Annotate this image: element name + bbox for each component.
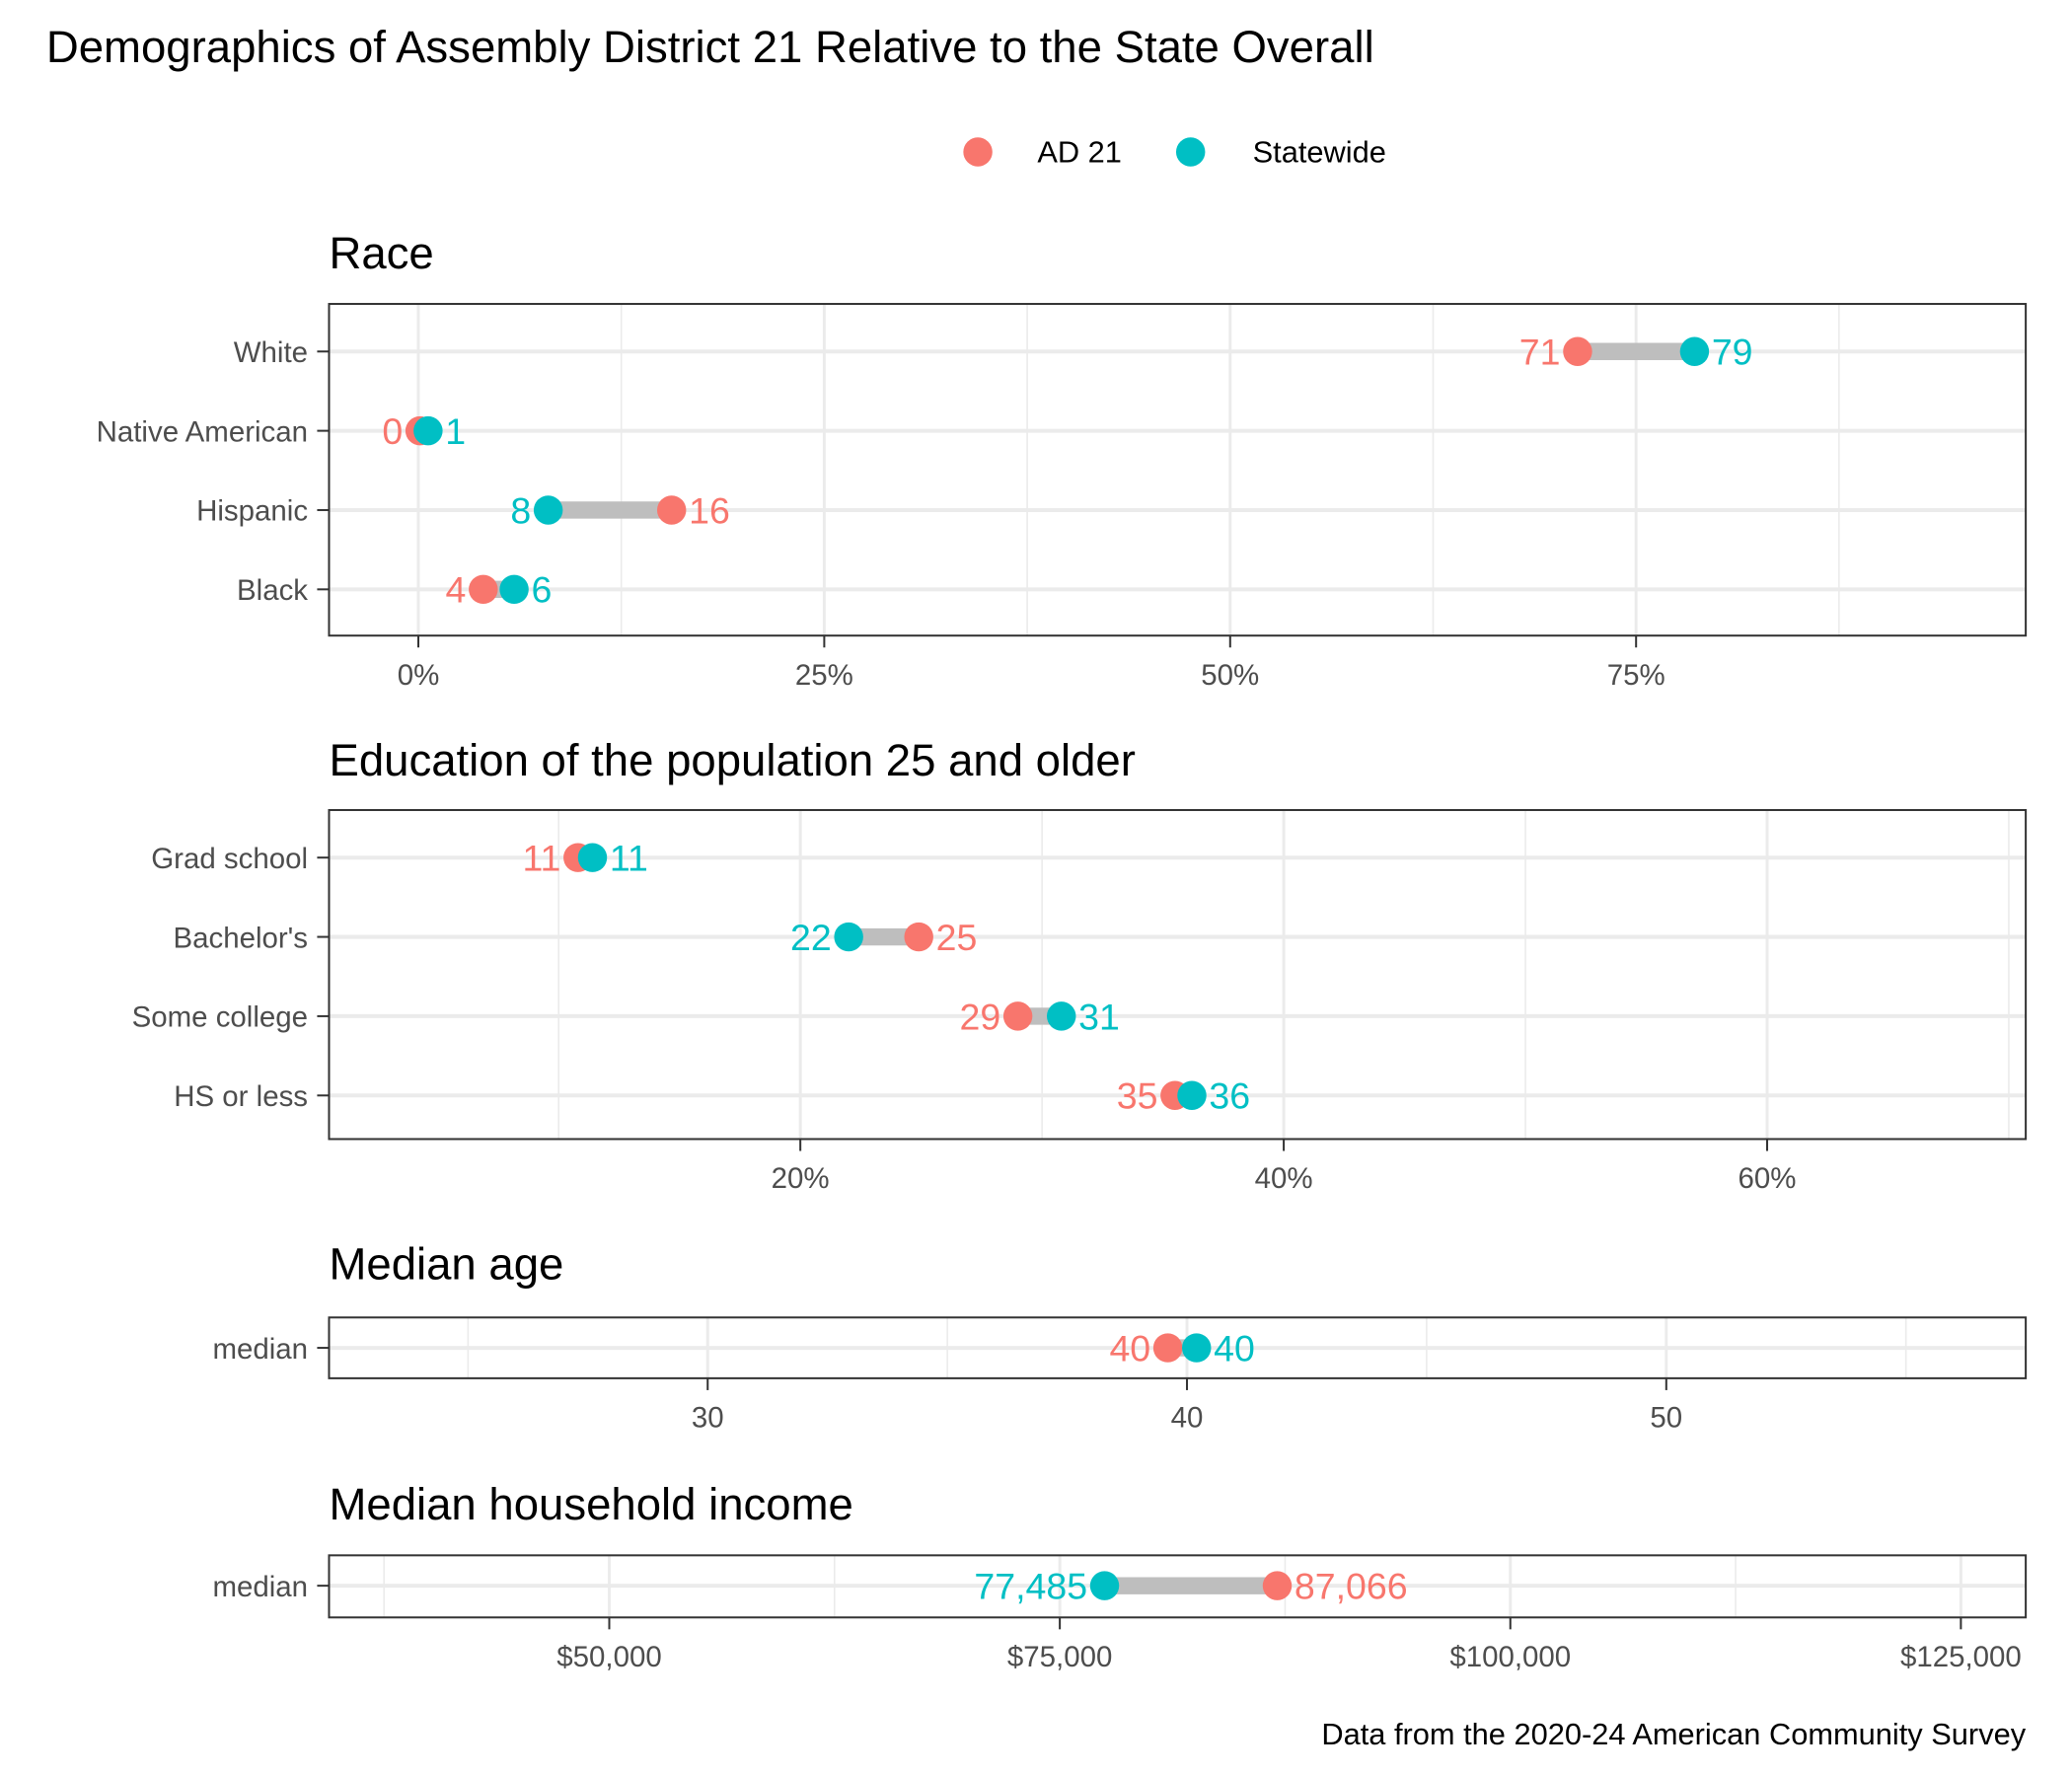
point-statewide: [834, 922, 863, 952]
panel-title: Education of the population 25 and older: [329, 735, 1135, 785]
x-tick-label: 0%: [398, 659, 440, 692]
panel-border: [328, 1554, 2028, 1619]
legend-dot-ad21: [963, 137, 993, 167]
x-tick-label: 30: [692, 1401, 724, 1434]
panel-border: [328, 808, 2028, 1141]
panel-title: Median household income: [329, 1479, 852, 1529]
value-label-statewide: 79: [1712, 332, 1753, 373]
value-label-ad21: 35: [1117, 1075, 1158, 1117]
point-statewide: [499, 574, 529, 605]
row-white: White 71 79: [234, 332, 1753, 373]
legend-label-statewide: Statewide: [1253, 135, 1386, 170]
value-label-statewide: 6: [531, 569, 552, 611]
x-tick-label: $75,000: [1007, 1641, 1112, 1673]
row-median: median 87,066 77,485: [212, 1566, 1407, 1607]
row-some-college: Some college 29 31: [132, 996, 1120, 1037]
row-median: median 40 40: [212, 1327, 1254, 1369]
value-label-ad21: 0: [382, 410, 403, 452]
point-ad21: [1002, 1001, 1033, 1031]
panel-border: [328, 1316, 2028, 1379]
point-statewide: [1046, 1001, 1076, 1031]
panel-title: Race: [329, 228, 433, 278]
panel-1: Education of the population 25 and older…: [132, 735, 2028, 1195]
value-label-ad21: 11: [522, 838, 560, 879]
point-ad21: [1563, 336, 1592, 366]
point-statewide: [577, 843, 608, 872]
x-tick-label: $100,000: [1449, 1641, 1571, 1673]
y-tick-label: White: [234, 336, 308, 369]
legend-label-ad21: AD 21: [1037, 135, 1122, 170]
point-statewide: [413, 415, 443, 446]
value-label-ad21: 16: [689, 489, 730, 531]
value-label-statewide: 1: [445, 410, 466, 452]
x-tick-label: 25%: [795, 659, 853, 692]
panel-0: Race White 71 79 Native American 0 1 Hispanic 16…: [97, 228, 2028, 692]
value-label-statewide: 11: [610, 838, 648, 879]
value-label-ad21: 25: [936, 917, 978, 958]
point-statewide: [533, 495, 563, 525]
value-label-statewide: 77,485: [974, 1566, 1087, 1607]
x-tick-label: 40%: [1255, 1162, 1313, 1195]
y-tick-label: HS or less: [174, 1080, 308, 1113]
row-hispanic: Hispanic 16 8: [196, 489, 730, 531]
value-label-ad21: 87,066: [1295, 1566, 1408, 1607]
value-label-ad21: 4: [446, 569, 467, 611]
value-label-statewide: 36: [1209, 1075, 1250, 1117]
caption: Data from the 2020-24 American Community…: [1321, 1717, 2026, 1751]
x-tick-label: $125,000: [1900, 1641, 2022, 1673]
value-label-ad21: 71: [1519, 332, 1561, 373]
panel-title: Median age: [329, 1238, 563, 1289]
plot-background: [329, 304, 2027, 636]
y-tick-label: Black: [237, 574, 308, 607]
x-tick-label: 40: [1171, 1401, 1204, 1434]
y-tick-label: Hispanic: [196, 495, 308, 528]
row-hs-or-less: HS or less 35 36: [174, 1075, 1250, 1117]
y-tick-label: Bachelor's: [173, 922, 308, 954]
value-label-statewide: 8: [510, 489, 531, 531]
legend-dot-statewide: [1175, 137, 1206, 167]
panel-2: Median age median 40 40 30 40 50: [212, 1238, 2028, 1434]
value-label-ad21: 40: [1109, 1327, 1150, 1369]
point-statewide: [1182, 1333, 1212, 1363]
row-native-american: Native American 0 1: [97, 410, 467, 452]
point-ad21: [904, 922, 933, 952]
x-tick-label: 50%: [1201, 659, 1259, 692]
y-tick-label: median: [212, 1333, 308, 1366]
point-statewide: [1177, 1080, 1207, 1110]
x-tick-label: 60%: [1739, 1162, 1797, 1195]
y-tick-label: median: [212, 1571, 308, 1603]
point-statewide: [1679, 336, 1710, 366]
panel-3: Median household income median 87,066 77,48…: [212, 1479, 2028, 1673]
x-tick-label: $50,000: [556, 1641, 661, 1673]
x-tick-label: 20%: [772, 1162, 830, 1195]
legend: AD 21 Statewide: [963, 135, 1386, 170]
point-ad21: [1152, 1333, 1183, 1363]
row-bachelor-s: Bachelor's 25 22: [173, 917, 977, 958]
value-label-statewide: 31: [1078, 996, 1120, 1037]
value-label-statewide: 40: [1214, 1327, 1255, 1369]
row-black: Black 4 6: [237, 569, 552, 611]
chart-title: Demographics of Assembly District 21 Rel…: [46, 22, 1374, 72]
x-tick-label: 75%: [1607, 659, 1665, 692]
panel-border: [328, 303, 2028, 637]
point-ad21: [469, 574, 498, 605]
y-tick-label: Some college: [132, 1001, 308, 1034]
point-statewide: [1089, 1571, 1120, 1600]
point-ad21: [1262, 1571, 1293, 1600]
y-tick-label: Grad school: [151, 843, 308, 875]
value-label-statewide: 22: [790, 917, 832, 958]
point-ad21: [656, 495, 687, 525]
x-tick-label: 50: [1650, 1401, 1682, 1434]
row-grad-school: Grad school 11 11: [151, 838, 648, 879]
value-label-ad21: 29: [959, 996, 1000, 1037]
y-tick-label: Native American: [97, 415, 308, 448]
